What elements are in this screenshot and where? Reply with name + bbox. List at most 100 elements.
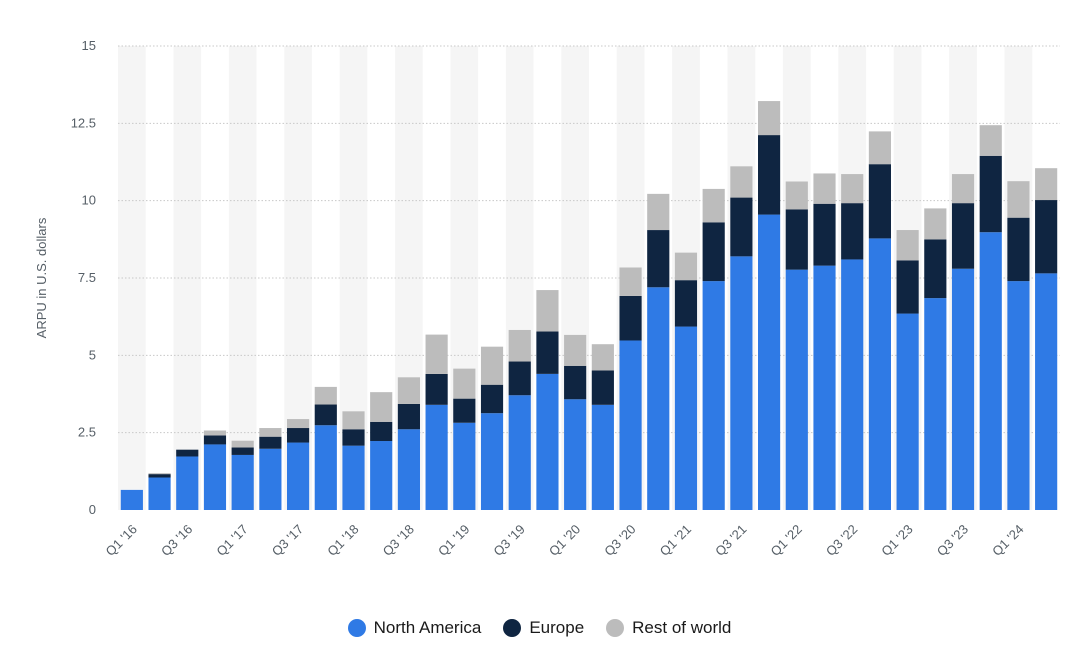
bar-europe[interactable] [758,135,781,215]
bar-north-america[interactable] [342,445,365,510]
bar-rest-of-world[interactable] [619,267,642,296]
bar-north-america[interactable] [564,399,587,510]
bar-rest-of-world[interactable] [203,430,227,436]
bar-europe[interactable] [896,260,919,314]
bar-north-america[interactable] [868,238,891,510]
bar-europe[interactable] [730,197,753,257]
bar-rest-of-world[interactable] [841,174,864,204]
bar-europe[interactable] [342,429,365,446]
bar-rest-of-world[interactable] [231,440,254,448]
bar-north-america[interactable] [397,429,420,510]
bar-rest-of-world[interactable] [896,230,919,261]
bar-europe[interactable] [647,230,670,288]
bar-europe[interactable] [674,280,698,327]
bar-europe[interactable] [508,361,531,396]
bar-north-america[interactable] [1035,273,1058,510]
bar-rest-of-world[interactable] [758,101,781,136]
bar-rest-of-world[interactable] [508,329,531,362]
bar-rest-of-world[interactable] [647,193,670,231]
bar-north-america[interactable] [730,256,753,510]
bar-north-america[interactable] [758,214,781,510]
bar-north-america[interactable] [453,422,476,510]
bar-north-america[interactable] [148,477,171,510]
bar-europe[interactable] [591,370,614,405]
bar-europe[interactable] [979,155,1002,233]
bar-north-america[interactable] [480,413,504,510]
bar-rest-of-world[interactable] [702,188,725,223]
bar-europe[interactable] [370,421,393,442]
bar-rest-of-world[interactable] [591,344,614,371]
bar-north-america[interactable] [1007,281,1030,510]
bar-europe[interactable] [536,331,559,374]
bar-north-america[interactable] [203,444,227,510]
bar-europe[interactable] [1007,217,1030,282]
bar-europe[interactable] [868,164,891,239]
bar-north-america[interactable] [924,298,947,510]
bar-north-america[interactable] [287,442,310,510]
bar-rest-of-world[interactable] [979,125,1002,156]
legend-item-north-america[interactable]: North America [347,618,481,638]
bar-north-america[interactable] [536,373,559,510]
bar-north-america[interactable] [785,269,808,510]
bar-europe[interactable] [924,239,947,299]
bar-europe[interactable] [951,203,975,269]
bar-europe[interactable] [203,435,227,445]
bar-rest-of-world[interactable] [370,392,393,422]
bar-europe[interactable] [259,436,282,449]
bar-north-america[interactable] [674,326,698,510]
bar-rest-of-world[interactable] [453,368,476,399]
bar-rest-of-world[interactable] [1007,181,1030,218]
bar-north-america[interactable] [813,265,836,510]
bar-rest-of-world[interactable] [397,377,420,404]
bar-north-america[interactable] [176,456,199,510]
bar-europe[interactable] [397,403,420,430]
bar-europe[interactable] [813,203,836,266]
bar-rest-of-world[interactable] [1035,168,1058,201]
bar-north-america[interactable] [120,489,143,510]
bar-europe[interactable] [564,365,587,400]
bar-europe[interactable] [619,295,642,341]
bar-north-america[interactable] [979,232,1002,510]
bar-europe[interactable] [702,222,725,282]
bar-north-america[interactable] [314,425,337,510]
bar-europe[interactable] [785,209,808,270]
bar-europe[interactable] [841,203,864,260]
legend-item-rest-of-world[interactable]: Rest of world [606,618,731,638]
bar-rest-of-world[interactable] [314,386,337,405]
bar-rest-of-world[interactable] [785,181,808,210]
bar-north-america[interactable] [231,454,254,510]
bar-north-america[interactable] [591,404,614,510]
bar-rest-of-world[interactable] [674,252,698,281]
bar-north-america[interactable] [702,281,725,510]
bar-rest-of-world[interactable] [480,346,504,385]
bar-rest-of-world[interactable] [148,473,171,475]
bar-europe[interactable] [425,373,448,405]
bar-rest-of-world[interactable] [536,290,559,332]
bar-europe[interactable] [1035,200,1058,274]
bar-north-america[interactable] [896,313,919,510]
bar-europe[interactable] [148,474,171,478]
bar-north-america[interactable] [425,404,448,510]
bar-north-america[interactable] [619,340,642,510]
bar-europe[interactable] [480,384,504,414]
bar-europe[interactable] [231,447,254,455]
bar-rest-of-world[interactable] [564,334,587,366]
bar-north-america[interactable] [259,448,282,510]
bar-europe[interactable] [314,404,337,426]
bar-rest-of-world[interactable] [730,166,753,198]
bar-rest-of-world[interactable] [868,131,891,165]
legend-item-europe[interactable]: Europe [503,618,584,638]
bar-rest-of-world[interactable] [342,411,365,430]
bar-rest-of-world[interactable] [259,428,282,437]
bar-rest-of-world[interactable] [287,419,310,429]
bar-rest-of-world[interactable] [813,173,836,204]
bar-europe[interactable] [453,398,476,423]
bar-rest-of-world[interactable] [924,208,947,240]
bar-north-america[interactable] [647,287,670,510]
bar-rest-of-world[interactable] [951,174,975,204]
bar-europe[interactable] [287,428,310,443]
bar-north-america[interactable] [951,268,975,510]
bar-north-america[interactable] [370,441,393,510]
bar-europe[interactable] [176,449,199,457]
bar-north-america[interactable] [841,259,864,510]
